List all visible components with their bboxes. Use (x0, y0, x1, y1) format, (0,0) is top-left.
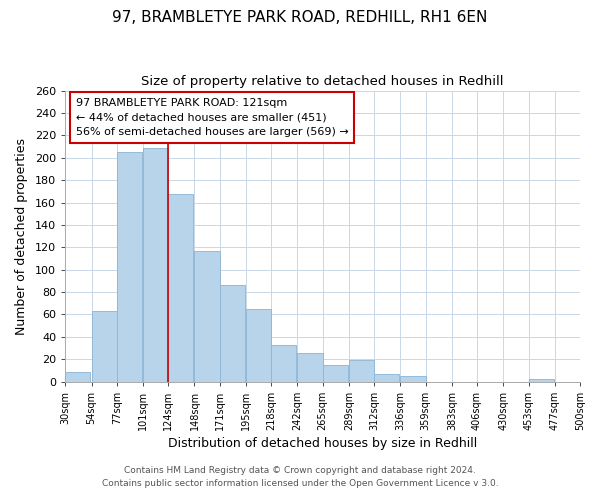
Bar (374, 374, 399, 382)
Text: 97, BRAMBLETYE PARK ROAD, REDHILL, RH1 6EN: 97, BRAMBLETYE PARK ROAD, REDHILL, RH1 6… (112, 10, 488, 25)
Bar (349, 360, 374, 382)
Bar (298, 352, 323, 382)
Title: Size of property relative to detached houses in Redhill: Size of property relative to detached ho… (142, 75, 504, 88)
Bar (323, 365, 348, 382)
Bar (92, 311, 116, 382)
Bar (194, 250, 220, 382)
Text: 97 BRAMBLETYE PARK ROAD: 121sqm
← 44% of detached houses are smaller (451)
56% o: 97 BRAMBLETYE PARK ROAD: 121sqm ← 44% of… (76, 98, 348, 138)
Bar (65, 372, 91, 382)
Text: Contains HM Land Registry data © Crown copyright and database right 2024.
Contai: Contains HM Land Registry data © Crown c… (101, 466, 499, 487)
Bar (116, 152, 142, 382)
Bar (529, 380, 554, 382)
X-axis label: Distribution of detached houses by size in Redhill: Distribution of detached houses by size … (168, 437, 477, 450)
Bar (143, 148, 168, 382)
Bar (400, 376, 425, 382)
Bar (271, 344, 296, 382)
Y-axis label: Number of detached properties: Number of detached properties (15, 138, 28, 334)
Bar (168, 194, 193, 382)
Bar (246, 309, 271, 382)
Bar (220, 286, 245, 382)
